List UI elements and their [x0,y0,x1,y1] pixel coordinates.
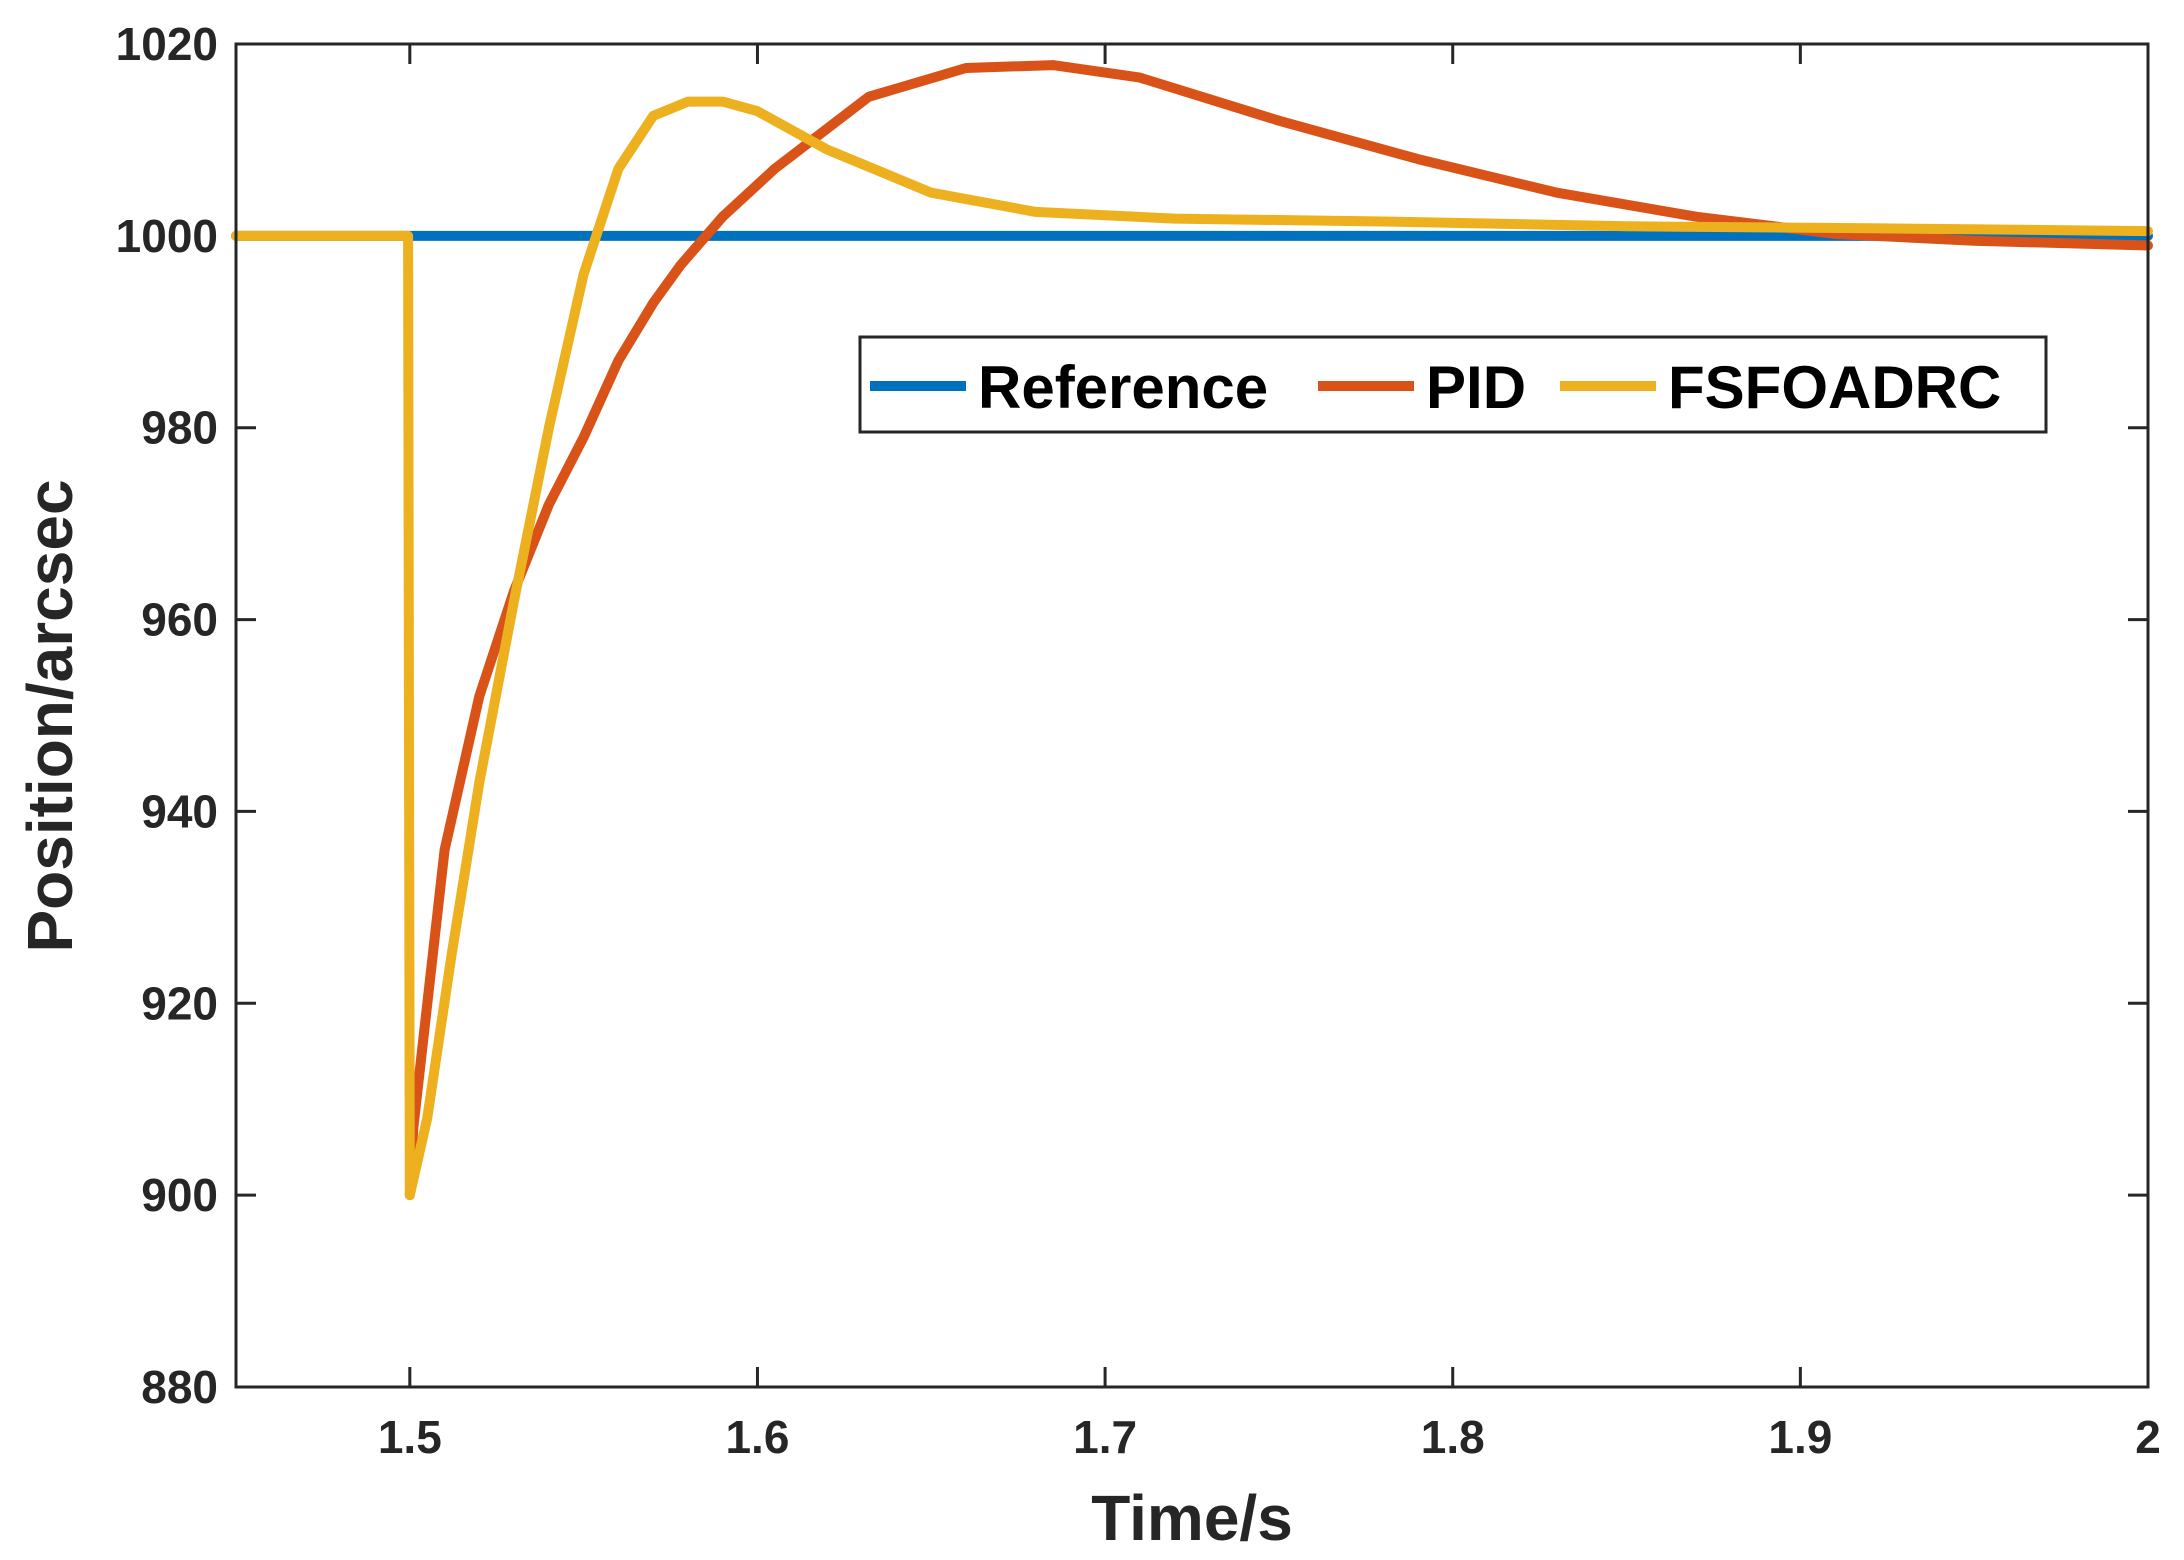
x-tick-label: 1.9 [1768,1411,1832,1463]
x-tick-label: 1.6 [725,1411,789,1463]
axes-box [234,42,2150,1389]
series-line-pid [404,60,2153,1201]
x-tick-label: 1.5 [378,1411,442,1463]
legend: Reference PID FSFOADRC [858,335,2048,434]
y-tick-label: 1000 [116,210,218,262]
legend-box [858,335,2048,434]
y-axis-title: Position/arcsec [14,479,86,952]
x-axis-title: Time/s [1091,1482,1293,1554]
tick-labels: 1.5 1.6 1.7 1.8 1.9 2 880 900 920 940 960 980 1000 10… [116,18,2161,1463]
legend-label-reference: Reference [978,354,1268,421]
x-tick-label: 1.7 [1073,1411,1137,1463]
y-tick-label: 960 [141,594,218,646]
series-lines [231,60,2153,1201]
x-tick-label: 1.8 [1421,1411,1485,1463]
legend-label-pid: PID [1426,354,1526,421]
y-tick-label: 980 [141,402,218,454]
y-tick-label: 900 [141,1169,218,1221]
y-tick-label: 940 [141,785,218,837]
y-tick-label: 1020 [116,18,218,70]
x-tick-label: 2 [2135,1411,2161,1463]
y-tick-label: 920 [141,977,218,1029]
series-line-fsfoadrc [231,96,2153,1201]
y-tick-label: 880 [141,1361,218,1413]
legend-label-fsfoadrc: FSFOADRC [1668,354,2001,421]
